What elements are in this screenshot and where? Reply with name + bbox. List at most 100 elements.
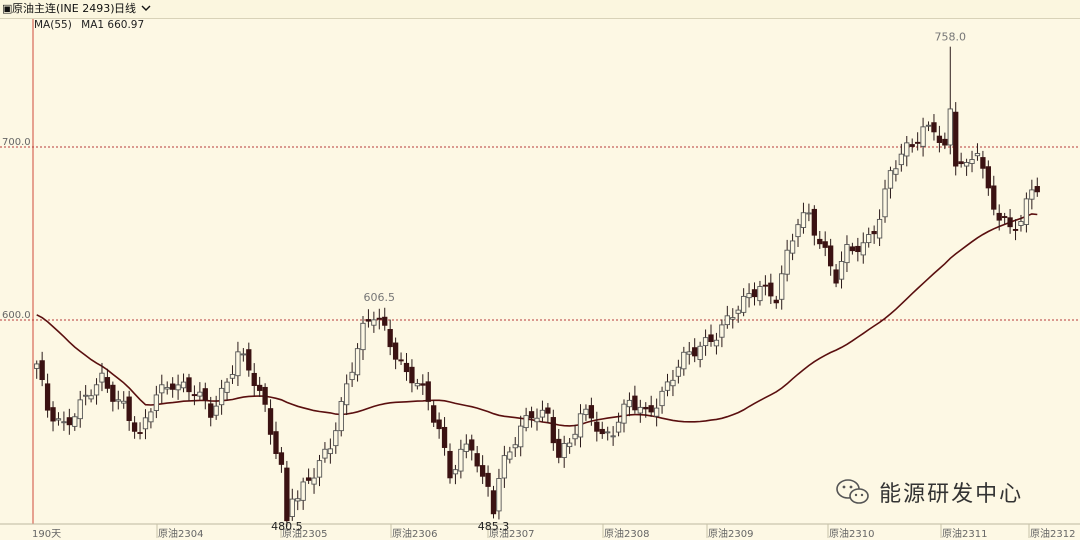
candle bbox=[980, 150, 986, 179]
period-selector[interactable]: 日线 bbox=[114, 0, 150, 18]
candle-body-down bbox=[708, 334, 714, 342]
candle-body-up bbox=[686, 351, 692, 355]
candle-body-up bbox=[566, 442, 573, 448]
candle bbox=[284, 460, 290, 527]
candle-body-up bbox=[561, 443, 567, 459]
price-annotation: 758.0 bbox=[935, 31, 967, 44]
candle-body-down bbox=[278, 452, 285, 465]
candle bbox=[670, 369, 676, 397]
candle bbox=[664, 373, 671, 397]
candle bbox=[121, 391, 127, 409]
price-annotation: 606.5 bbox=[364, 291, 396, 304]
candle-body-up bbox=[577, 413, 584, 438]
candle-body-up bbox=[876, 218, 883, 239]
chart-toolbar: ▣ 原油主连(INE 2493) 日线 bbox=[0, 0, 1080, 19]
candle bbox=[757, 280, 763, 306]
candle bbox=[50, 401, 56, 432]
candle bbox=[278, 447, 285, 473]
candle-body-up bbox=[518, 425, 524, 448]
candle-body-down bbox=[849, 246, 856, 252]
candle bbox=[817, 230, 823, 249]
candle bbox=[822, 231, 828, 257]
candle-body-down bbox=[44, 383, 51, 411]
chart-collapse-icon[interactable]: ▣ bbox=[2, 2, 13, 15]
candle bbox=[985, 160, 991, 196]
candle bbox=[436, 412, 442, 439]
candle-body-up bbox=[300, 481, 306, 501]
candle bbox=[349, 362, 355, 387]
candle-body-up bbox=[893, 168, 899, 175]
candle bbox=[795, 218, 801, 247]
candle bbox=[398, 352, 404, 365]
x-tick-label: 原油2309 bbox=[708, 527, 753, 540]
candle-body-down bbox=[1002, 216, 1008, 218]
candle bbox=[115, 390, 121, 410]
candle-body-down bbox=[545, 407, 551, 414]
candle bbox=[376, 308, 382, 330]
candle bbox=[713, 332, 720, 355]
candle bbox=[925, 121, 932, 132]
candle-body-up bbox=[213, 405, 219, 416]
candle bbox=[431, 400, 437, 428]
candle bbox=[213, 395, 219, 420]
candle-body-up bbox=[458, 448, 464, 472]
candle-body-up bbox=[1029, 189, 1035, 200]
candle bbox=[208, 396, 214, 427]
candle-body-down bbox=[191, 394, 198, 397]
candle-body-up bbox=[371, 319, 377, 326]
candle bbox=[267, 399, 274, 445]
candle bbox=[621, 399, 627, 433]
candle-body-up bbox=[229, 374, 236, 379]
candle bbox=[392, 337, 399, 370]
candle-body-down bbox=[126, 396, 132, 421]
x-tick-label: 原油2312 bbox=[1030, 527, 1075, 540]
candle bbox=[708, 324, 714, 347]
candle-body-up bbox=[605, 431, 611, 434]
candle bbox=[180, 373, 187, 393]
chevron-down-icon bbox=[141, 5, 150, 11]
x-tick-label: 原油2306 bbox=[392, 527, 437, 540]
candle bbox=[300, 477, 306, 510]
candle bbox=[1018, 214, 1024, 232]
candle-body-down bbox=[958, 161, 964, 165]
candle bbox=[969, 150, 975, 173]
candle bbox=[490, 485, 497, 519]
instrument-title[interactable]: 原油主连(INE 2493) bbox=[12, 2, 115, 15]
candle bbox=[305, 468, 312, 484]
candle-body-up bbox=[681, 351, 687, 370]
candle-body-down bbox=[980, 157, 986, 169]
candle bbox=[338, 397, 344, 437]
candle-body-down bbox=[170, 383, 176, 390]
candle bbox=[229, 365, 236, 384]
candle bbox=[175, 374, 181, 400]
candle-body-down bbox=[257, 384, 263, 391]
candle-body-down bbox=[953, 111, 959, 167]
candle-body-up bbox=[670, 379, 676, 387]
candle-body-up bbox=[349, 371, 355, 381]
candle bbox=[958, 152, 964, 168]
candle bbox=[153, 385, 160, 419]
candle bbox=[653, 398, 660, 427]
candle bbox=[702, 329, 709, 356]
candle bbox=[218, 379, 225, 415]
candle bbox=[83, 385, 89, 406]
candle-body-up bbox=[121, 400, 127, 404]
candle-body-up bbox=[523, 415, 529, 429]
x-tick-label: 原油2304 bbox=[158, 527, 203, 540]
candle-body-up bbox=[197, 391, 203, 397]
x-tick-label: 原油2305 bbox=[282, 527, 327, 540]
candle-body-down bbox=[431, 405, 437, 423]
candle bbox=[746, 283, 752, 308]
candle bbox=[599, 421, 605, 439]
candle-body-up bbox=[963, 162, 970, 167]
candle-body-up bbox=[724, 315, 730, 326]
candle bbox=[827, 238, 834, 276]
candle-body-up bbox=[115, 399, 121, 402]
candle-body-up bbox=[153, 394, 160, 411]
candle-body-up bbox=[702, 337, 709, 347]
candle bbox=[789, 233, 796, 261]
x-tick-label: 原油2310 bbox=[829, 527, 874, 540]
candle-body-down bbox=[811, 208, 817, 236]
